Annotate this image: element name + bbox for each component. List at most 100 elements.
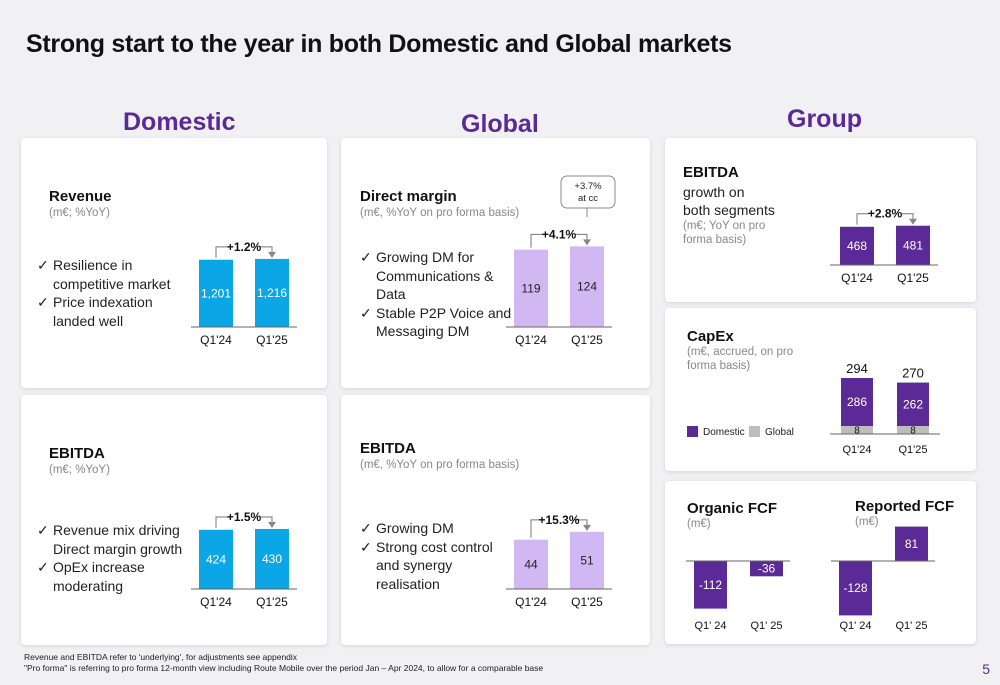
glob-ebitda-chart: 44 Q1'24 51 Q1'25 +15.3%: [506, 513, 612, 609]
growth-connector-left: [856, 213, 869, 225]
page-title: Strong start to the year in both Domesti…: [26, 30, 732, 58]
capex-card: CapEx (m€, accrued, on pro forma basis) …: [665, 308, 976, 471]
bar-global: [897, 426, 929, 434]
reported-fcf-chart: -128 Q1' 24 81 Q1' 25: [831, 526, 935, 632]
bar: [839, 561, 872, 616]
global-ebitda-card: EBITDA (m€, %YoY on pro forma basis) Gro…: [341, 395, 650, 645]
bar-global: [841, 426, 873, 434]
legend-swatch-global: [749, 426, 760, 437]
x-tick-label: Q1'24: [515, 595, 547, 609]
bar: [255, 528, 289, 589]
section-title-domestic: Domestic: [123, 108, 236, 136]
global-dm-card: Direct margin (m€, %YoY on pro forma bas…: [341, 138, 650, 388]
glob-dm-subheading: (m€, %YoY on pro forma basis): [360, 207, 520, 219]
x-tick-label: Q1' 25: [750, 620, 782, 632]
growth-connector-left: [530, 233, 543, 248]
bar: [750, 561, 783, 577]
bar: [896, 225, 930, 265]
total-label: 294: [846, 361, 868, 376]
dom-ebitda-subheading: (m€; %YoY): [49, 464, 110, 476]
growth-label: +15.3%: [538, 513, 579, 527]
x-tick-label: Q1'24: [200, 595, 232, 609]
glob-ebitda-subheading: (m€, %YoY on pro forma basis): [360, 459, 520, 471]
growth-label: +1.5%: [227, 510, 262, 524]
bullet: OpEx increase moderating: [37, 558, 187, 595]
bar-value-label: 119: [521, 281, 540, 295]
bar: [199, 259, 233, 327]
bullet: Stable P2P Voice and Messaging DM: [360, 304, 515, 341]
bar-value-label: -36: [758, 562, 776, 576]
capex-legend-domestic: Domestic: [687, 426, 745, 438]
domestic-ebitda-card: EBITDA (m€; %YoY) Revenue mix driving Di…: [21, 395, 327, 645]
x-tick-label: Q1'25: [571, 595, 603, 609]
callout-line-2: at cc: [578, 193, 598, 204]
bar: [840, 226, 874, 265]
bar: [255, 258, 289, 327]
growth-label: +4.1%: [542, 227, 577, 241]
bar-value-label: -128: [843, 581, 867, 595]
grp-ebitda-text2: both segments: [683, 202, 775, 218]
x-tick-label: Q1'25: [256, 333, 288, 347]
glob-dm-heading: Direct margin: [360, 188, 457, 205]
growth-connector-left: [530, 519, 543, 538]
domestic-revenue-card: Revenue (m€; %YoY) Resilience in competi…: [21, 138, 327, 388]
bar: [199, 529, 233, 589]
dom-rev-chart: 1,201 Q1'24 1,216 Q1'25 +1.2%: [191, 240, 297, 347]
dom-rev-subheading: (m€; %YoY): [49, 207, 110, 219]
growth-arrow-icon: [268, 521, 276, 528]
growth-connector-left: [215, 516, 228, 528]
footnote-2: "Pro forma" is referring to pro forma 12…: [24, 663, 544, 673]
capex-legend-global: Global: [749, 426, 794, 438]
legend-label: Domestic: [703, 427, 745, 438]
x-tick-label: Q1'25: [898, 444, 927, 456]
organic-fcf-chart: -112 Q1' 24 -36 Q1' 25: [686, 560, 790, 632]
bar-value-label: 481: [903, 238, 923, 252]
bar-value-label: 424: [206, 552, 226, 566]
bar: [570, 246, 604, 327]
growth-arrow-icon: [583, 524, 591, 531]
bar-value-label: -112: [699, 578, 722, 592]
bullet: Resilience in competitive market: [37, 256, 187, 293]
capex-chart: 286 8 294 Q1'24 262 8 270 Q1'25: [830, 361, 940, 456]
grp-ebitda-text1: growth on: [683, 184, 745, 200]
capex-subheading: (m€, accrued, on pro forma basis): [687, 346, 794, 372]
bullet: Price indexation landed well: [37, 293, 187, 330]
reported-fcf-heading: Reported FCF: [855, 498, 955, 515]
growth-label: +2.8%: [868, 207, 903, 221]
bar-value-label: 81: [905, 537, 919, 551]
bar-value-label: 262: [903, 397, 923, 411]
callout-box: [560, 175, 616, 209]
grp-ebitda-heading: EBITDA: [683, 164, 739, 181]
bullet: Strong cost control and synergy realisat…: [360, 538, 510, 594]
reported-fcf-subheading: (m€): [855, 516, 879, 528]
bar: [514, 539, 548, 589]
bar: [570, 531, 604, 589]
bar-value-label: 8: [854, 426, 860, 437]
bar-value-label: 51: [580, 553, 594, 567]
legend-label: Global: [765, 427, 794, 438]
x-tick-label: Q1'24: [841, 271, 873, 285]
dom-ebitda-bullets: Revenue mix driving Direct margin growth…: [37, 521, 187, 595]
fcf-card: Organic FCF (m€) Reported FCF (m€) -112 Q…: [665, 481, 976, 644]
growth-arrow-icon: [583, 239, 591, 246]
glob-dm-bullets: Growing DM for Communications & Data Sta…: [360, 248, 515, 341]
growth-arrow-icon: [268, 251, 276, 258]
x-tick-label: Q1'25: [256, 595, 288, 609]
group-ebitda-card: EBITDA growth on both segments (m€; YoY …: [665, 138, 976, 302]
bullet: Revenue mix driving Direct margin growth: [37, 521, 187, 558]
x-tick-label: Q1' 25: [895, 620, 927, 632]
growth-arrow-icon: [909, 218, 917, 225]
footnote-1: Revenue and EBITDA refer to 'underlying'…: [24, 652, 298, 662]
x-tick-label: Q1' 24: [839, 620, 871, 632]
section-title-global: Global: [461, 110, 539, 138]
growth-label: +1.2%: [227, 240, 262, 254]
dom-ebitda-heading: EBITDA: [49, 445, 105, 462]
bar: [694, 561, 727, 609]
callout-line-1: +3.7%: [574, 181, 602, 192]
growth-connector-left: [215, 246, 228, 258]
bar-value-label: 124: [577, 280, 597, 294]
x-tick-label: Q1'25: [571, 333, 603, 347]
grp-ebitda-chart: 468 Q1'24 481 Q1'25 +2.8%: [830, 207, 938, 285]
bar-value-label: 1,201: [201, 286, 231, 300]
bar-domestic: [897, 382, 929, 426]
